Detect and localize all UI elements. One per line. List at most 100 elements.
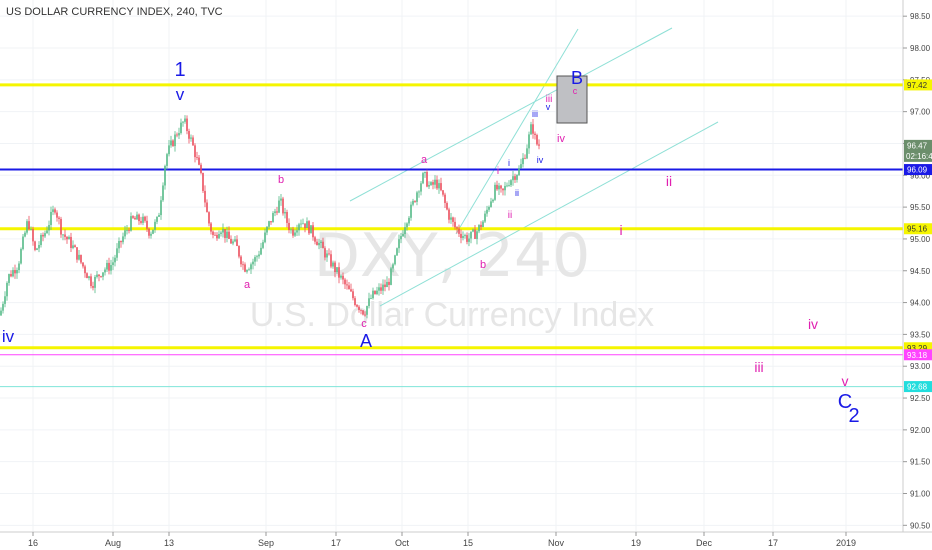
candle-body [400,236,402,240]
candle-body [240,256,242,265]
candlestick-series [0,115,540,319]
candle-body [472,229,474,232]
candle-body [150,233,152,236]
candle-body [162,185,164,201]
candle-body [484,213,486,222]
candle-body [412,200,414,205]
projection-box [556,75,588,124]
y-tick-label: 93.50 [910,330,931,339]
candle-body [280,198,282,201]
candle-body [266,226,268,233]
candle-body [474,229,476,239]
candle-body [194,145,196,158]
candle-body [364,314,366,316]
candle-body [82,262,84,267]
candle-body [146,220,148,229]
wave-label: i [619,222,622,238]
candle-body [110,265,112,271]
candle-body [492,199,494,202]
candle-body [78,254,80,260]
candle-body [202,172,204,191]
wave-label: iii [546,94,553,105]
candle-body [220,232,222,235]
candle-body [314,237,316,242]
candle-body [538,144,540,146]
candle-body [164,165,166,186]
candle-body [88,276,90,279]
candle-body [372,290,374,299]
wave-label: ii [508,210,512,221]
candle-body [138,214,140,222]
wave-label: 1 [174,59,185,81]
candle-body [426,171,428,187]
candle-body [458,228,460,234]
wave-label: iv [537,155,544,165]
candle-body [524,157,526,159]
candle-body [532,124,534,134]
chart-title: US DOLLAR CURRENCY INDEX, 240, TVC [6,6,223,18]
candle-body [102,272,104,277]
price-tag-label: 96.09 [907,166,928,175]
candle-body [118,240,120,249]
candle-body [48,225,50,231]
candle-body [278,200,280,213]
target-box [556,75,588,124]
candle-body [340,275,342,278]
candle-body [356,305,358,307]
candle-body [86,273,88,279]
candle-body [428,184,430,187]
candle-body [166,154,168,166]
wave-label: 2 [848,405,859,427]
candle-body [408,217,410,224]
y-tick-label: 94.00 [910,299,931,308]
candle-body [76,247,78,260]
candle-body [470,231,472,239]
price-tag [904,349,932,361]
candle-body [378,287,380,291]
candle-body [508,185,510,186]
candle-body [370,298,372,299]
price-tag-label: 93.18 [907,351,928,360]
candle-body [62,234,64,236]
wave-label: ii [666,173,672,189]
wave-label: i [497,166,499,177]
candle-body [502,188,504,191]
candle-body [190,137,192,139]
price-tag-label: 92.68 [907,383,928,392]
candle-body [442,190,444,195]
candle-body [452,217,454,222]
candle-body [156,216,158,222]
candle-body [476,231,478,239]
candle-body [376,290,378,295]
wave-label: iii [754,359,763,375]
candle-body [338,267,340,278]
x-tick-label: 2019 [836,538,856,548]
candle-body [320,241,322,243]
channel-lines [349,27,719,307]
candle-body [104,269,106,273]
candle-body [170,140,172,146]
candle-body [328,253,330,255]
candle-body [448,209,450,220]
candle-body [8,274,10,283]
candle-body [374,290,376,295]
candle-body [232,241,234,244]
price-tag [904,381,932,393]
candle-body [126,230,128,231]
candle-body [402,234,404,237]
candle-body [14,270,16,274]
candle-body [344,279,346,285]
candle-body [302,223,304,225]
candle-body [392,264,394,269]
last-price-tag [904,139,932,162]
candle-body [4,296,6,304]
candle-body [98,274,100,277]
candle-body [84,266,86,274]
candle-body [128,230,130,231]
x-tick-label: 15 [463,538,473,548]
candle-body [288,222,290,230]
wave-label: b [480,259,486,271]
candle-body [132,216,134,218]
candle-body [270,221,272,223]
